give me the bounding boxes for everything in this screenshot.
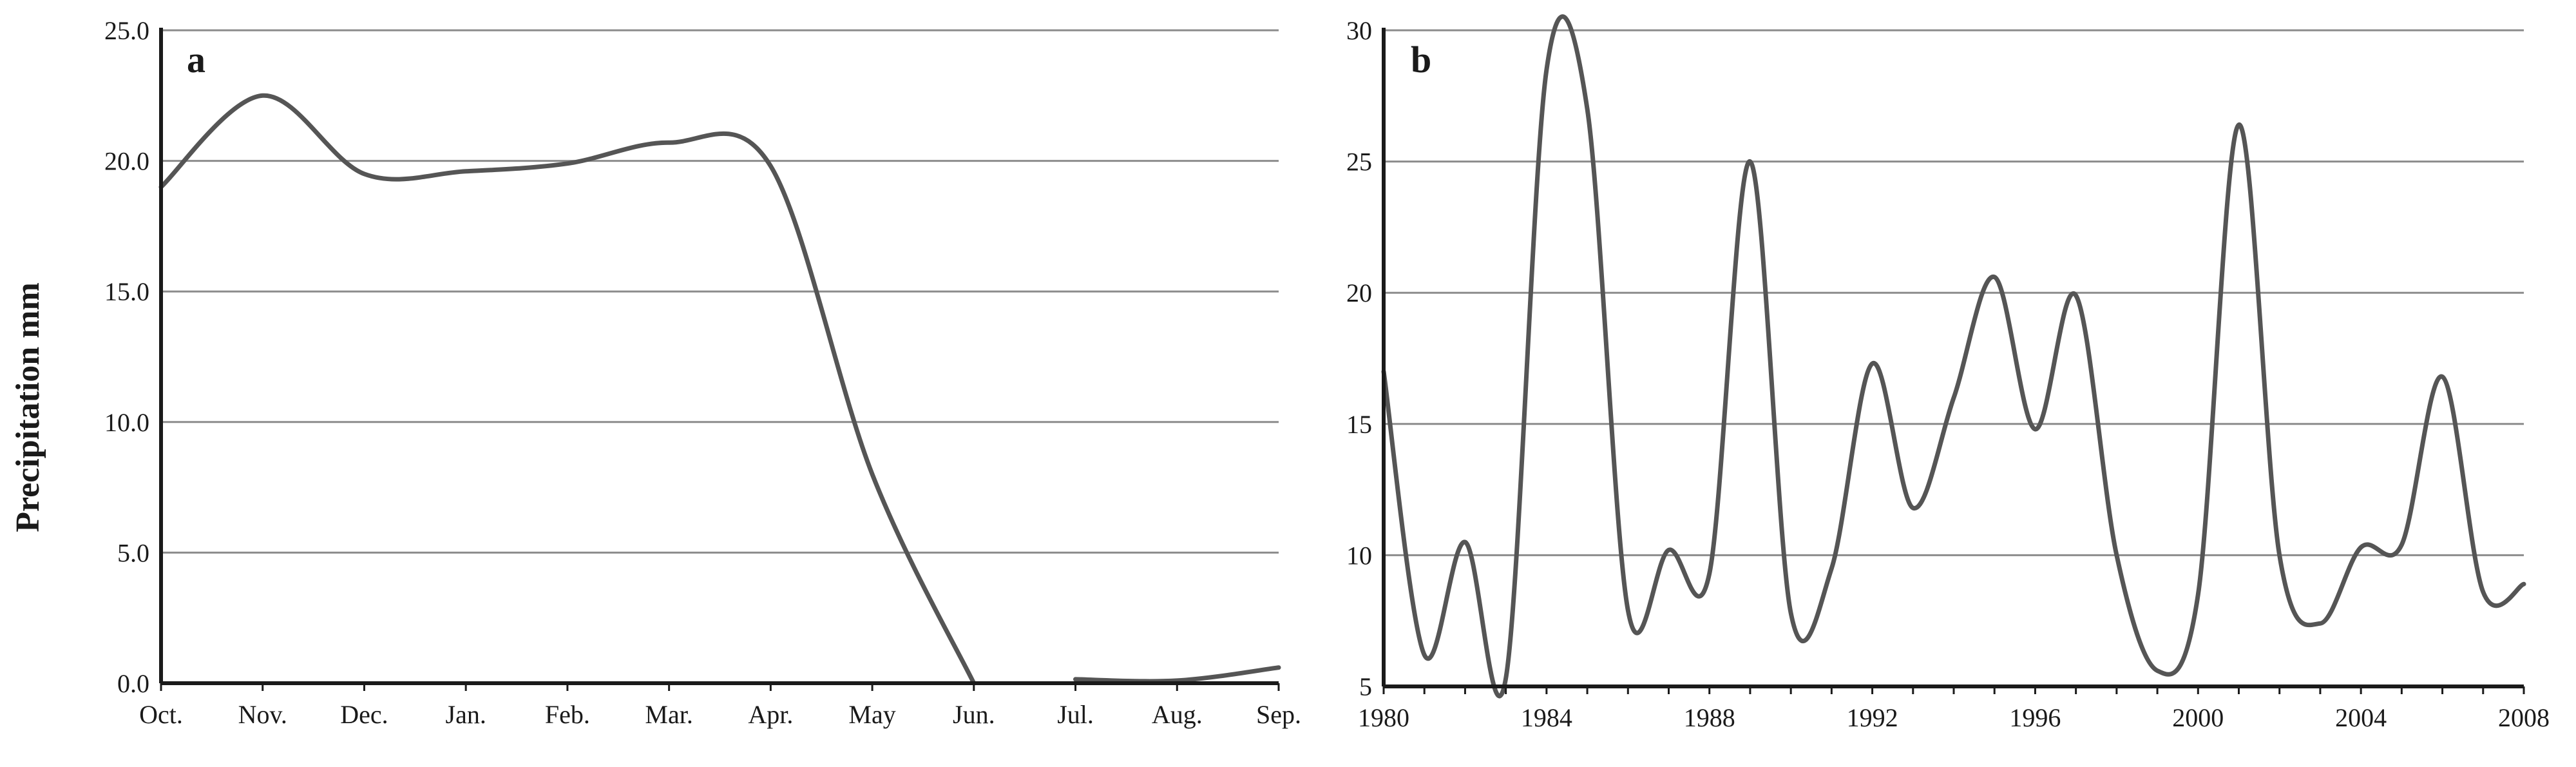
panel-a-x-tick-label: May [848, 700, 895, 729]
panel-a-x-tick-label: Apr. [748, 700, 793, 729]
panel-b-x-tick-label: 1984 [1521, 703, 1572, 732]
panel-a-x-tick-label: Oct. [139, 700, 183, 729]
panel-b-x-tick-label: 2000 [2172, 703, 2224, 732]
panel-b-y-tick-labels: 5 10 15 20 25 30 [1346, 16, 1372, 701]
panel-a-y-tick-labels: 0.0 5.0 10.0 15.0 20.0 25.0 [104, 16, 149, 698]
panel-b-x-tick-label: 1996 [2009, 703, 2061, 732]
panel-a-y-tick-label: 5.0 [117, 538, 149, 567]
panel-a-x-tick-label: Jun. [953, 700, 995, 729]
panel-a-series-line [1073, 665, 1281, 684]
panel-b-letter: b [1411, 39, 1431, 81]
panel-a-x-tick-label: Feb. [545, 700, 590, 729]
panel-a-y-tick-label: 20.0 [104, 147, 149, 176]
panel-a-x-tick-label: Jul. [1057, 700, 1094, 729]
panel-a-y-axis-label: Precipitation mm [10, 282, 46, 532]
panel-a-x-tick-label: Aug. [1152, 700, 1203, 729]
panel-b-y-tick-label: 25 [1346, 148, 1372, 177]
panel-b-x-tick-labels: 1980 1984 1988 1992 1996 2000 2004 2008 [1358, 703, 2550, 732]
panel-a-series-line [158, 93, 977, 686]
panel-b-x-tick-label: 1980 [1358, 703, 1409, 732]
panel-b-x-tick-label: 1992 [1847, 703, 1898, 732]
panel-a-x-tick-label: Sep. [1256, 700, 1301, 729]
panel-b-series [1381, 14, 2526, 699]
panel-b-gridlines [1384, 29, 2524, 556]
panel-b-y-tick-label: 15 [1346, 410, 1372, 439]
panel-a-x-tick-label: Nov. [238, 700, 287, 729]
panel-a-series [158, 93, 1281, 686]
panel-b-x-tick-label: 2008 [2498, 703, 2550, 732]
panel-a-x-tick-label: Jan. [446, 700, 486, 729]
panel-a-letter: a [187, 39, 205, 81]
panel-b-x-tick-label: 2004 [2335, 703, 2387, 732]
panel-b-y-tick-label: 30 [1346, 16, 1372, 45]
panel-a-axes [159, 28, 1280, 691]
panel-b: 5 10 15 20 25 30 1980 1984 1988 1992 1996 2000 2004… [1346, 14, 2550, 732]
panel-b-axes [1382, 28, 2525, 694]
panel-a-x-tick-label: Dec. [340, 700, 388, 729]
panel-a-y-tick-label: 25.0 [104, 16, 149, 45]
panel-b-y-tick-label: 20 [1346, 278, 1372, 307]
panel-b-y-tick-label: 5 [1359, 672, 1372, 701]
panel-a-y-tick-label: 0.0 [117, 669, 149, 698]
panel-a: 0.0 5.0 10.0 15.0 20.0 25.0 Oct. Nov. Dec. Jan. F… [10, 16, 1301, 729]
panel-b-x-tick-label: 1988 [1684, 703, 1735, 732]
panel-a-x-tick-labels: Oct. Nov. Dec. Jan. Feb. Mar. Apr. May Jun. Jul. A… [139, 700, 1301, 729]
panel-b-series-line [1381, 14, 2526, 699]
panel-a-y-tick-label: 15.0 [104, 277, 149, 306]
panel-b-y-tick-label: 10 [1346, 541, 1372, 570]
panel-a-x-tick-label: Mar. [645, 700, 692, 729]
panel-a-y-tick-label: 10.0 [104, 408, 149, 437]
